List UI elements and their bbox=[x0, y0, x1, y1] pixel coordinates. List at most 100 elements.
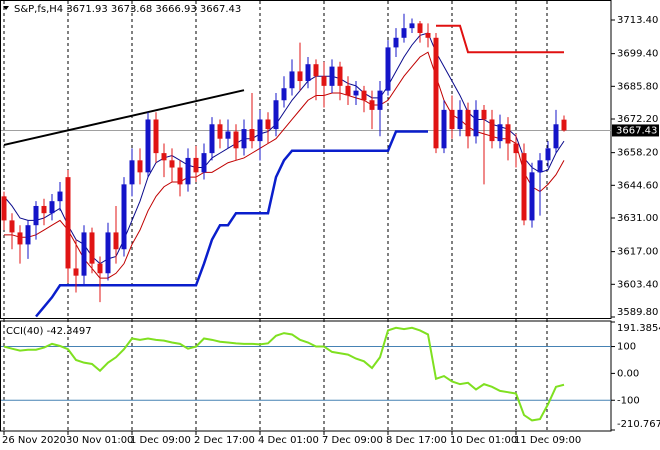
candle-body bbox=[97, 263, 103, 274]
indicator-line bbox=[35, 130, 428, 318]
y-tick-label: 3685.80 bbox=[617, 81, 658, 92]
candle-body bbox=[313, 64, 319, 77]
candle-body bbox=[257, 119, 263, 142]
candle-body bbox=[89, 232, 95, 264]
candle-body bbox=[425, 32, 431, 38]
main-frame bbox=[0, 0, 612, 319]
candle-body bbox=[521, 153, 527, 221]
candle-body bbox=[489, 119, 495, 142]
candle-body bbox=[353, 90, 359, 96]
y-tick-label: 3713.40 bbox=[617, 15, 658, 26]
candle-body bbox=[537, 160, 543, 173]
y-tick-label: 191.3854 bbox=[617, 323, 660, 334]
candle-body bbox=[113, 232, 119, 250]
candle-body bbox=[185, 157, 191, 185]
indicator-line bbox=[4, 51, 565, 279]
candle-body bbox=[177, 167, 183, 185]
candle-body bbox=[441, 109, 447, 149]
candle-body bbox=[393, 37, 399, 48]
candle-body bbox=[241, 129, 247, 149]
candle-body bbox=[137, 160, 143, 173]
y-tick-label: 0.00 bbox=[617, 368, 639, 379]
current-price-label: 3667.43 bbox=[616, 125, 657, 136]
candle-body bbox=[209, 124, 215, 154]
y-tick-label: -100 bbox=[617, 395, 640, 406]
candle-body bbox=[161, 153, 167, 161]
candle-body bbox=[345, 85, 351, 96]
cci-title: CCI(40) -42.3497 bbox=[6, 326, 92, 337]
x-tick-label: 10 Dec 01:00 bbox=[450, 435, 517, 446]
candle-body bbox=[449, 109, 455, 130]
y-tick-label: 3699.40 bbox=[617, 49, 658, 60]
x-tick-label: 7 Dec 09:00 bbox=[322, 435, 383, 446]
x-tick-label: 11 Dec 09:00 bbox=[514, 435, 581, 446]
candle-body bbox=[409, 23, 415, 29]
candle-body bbox=[433, 37, 439, 149]
candle-body bbox=[329, 66, 335, 86]
x-tick-label: 26 Nov 2020 bbox=[2, 435, 66, 446]
candle-body bbox=[1, 196, 7, 221]
candle-body bbox=[81, 232, 87, 276]
candle-body bbox=[529, 172, 535, 221]
candle-body bbox=[369, 100, 375, 110]
candle-body bbox=[401, 28, 407, 38]
y-tick-label: 3644.60 bbox=[617, 180, 658, 191]
candle-body bbox=[153, 119, 159, 154]
candle-body bbox=[169, 160, 175, 168]
candle-body bbox=[505, 124, 511, 144]
y-tick-label: -210.7677 bbox=[617, 419, 660, 430]
candle-body bbox=[321, 76, 327, 86]
candle-body bbox=[297, 71, 303, 82]
indicator-line bbox=[3, 32, 565, 265]
y-tick-label: 3658.20 bbox=[617, 148, 658, 159]
candle-body bbox=[377, 90, 383, 110]
candle-body bbox=[465, 109, 471, 137]
candle-body bbox=[201, 153, 207, 173]
candle-body bbox=[49, 201, 55, 214]
indicator-line bbox=[436, 24, 564, 54]
candle-body bbox=[385, 47, 391, 91]
candle-body bbox=[145, 119, 151, 173]
candle-body bbox=[281, 88, 287, 101]
y-tick-label: 3589.80 bbox=[617, 307, 658, 318]
y-tick-label: 100 bbox=[617, 342, 636, 353]
x-tick-label: 8 Dec 17:00 bbox=[386, 435, 447, 446]
candle-body bbox=[265, 119, 271, 130]
candle-body bbox=[513, 143, 519, 154]
candle-body bbox=[457, 109, 463, 130]
candle-body bbox=[193, 157, 199, 173]
candle-body bbox=[17, 232, 23, 245]
x-tick-label: 4 Dec 01:00 bbox=[258, 435, 319, 446]
candle-body bbox=[25, 225, 31, 245]
y-tick-label: 3631.00 bbox=[617, 213, 658, 224]
candle-body bbox=[225, 131, 231, 139]
candle-body bbox=[249, 129, 255, 142]
cci-line bbox=[3, 326, 565, 422]
y-tick-label: 3672.20 bbox=[617, 114, 658, 125]
candle-body bbox=[129, 160, 135, 185]
candle-body bbox=[217, 124, 223, 139]
trendline bbox=[3, 89, 245, 146]
candle-body bbox=[9, 220, 15, 233]
current-price-box bbox=[612, 124, 659, 137]
candle-body bbox=[361, 90, 367, 101]
candle-body bbox=[121, 184, 127, 250]
candle-body bbox=[273, 100, 279, 130]
candle-body bbox=[233, 131, 239, 149]
candle-body bbox=[33, 205, 39, 226]
candle-body bbox=[41, 205, 47, 214]
candle-body bbox=[553, 124, 559, 149]
candle-body bbox=[289, 71, 295, 89]
y-tick-label: 3603.40 bbox=[617, 279, 658, 290]
candle-body bbox=[545, 148, 551, 161]
candle-body bbox=[473, 109, 479, 137]
x-tick-label: 2 Dec 17:00 bbox=[194, 435, 255, 446]
candle-body bbox=[305, 64, 311, 82]
chart-title: S&P,fs,H4 3671.93 3673.68 3666.93 3667.4… bbox=[14, 4, 241, 15]
x-tick-label: 30 Nov 01:00 bbox=[66, 435, 133, 446]
candle-body bbox=[105, 232, 111, 274]
cci-frame bbox=[0, 320, 612, 432]
candle-body bbox=[561, 119, 567, 131]
candle-body bbox=[481, 109, 487, 120]
